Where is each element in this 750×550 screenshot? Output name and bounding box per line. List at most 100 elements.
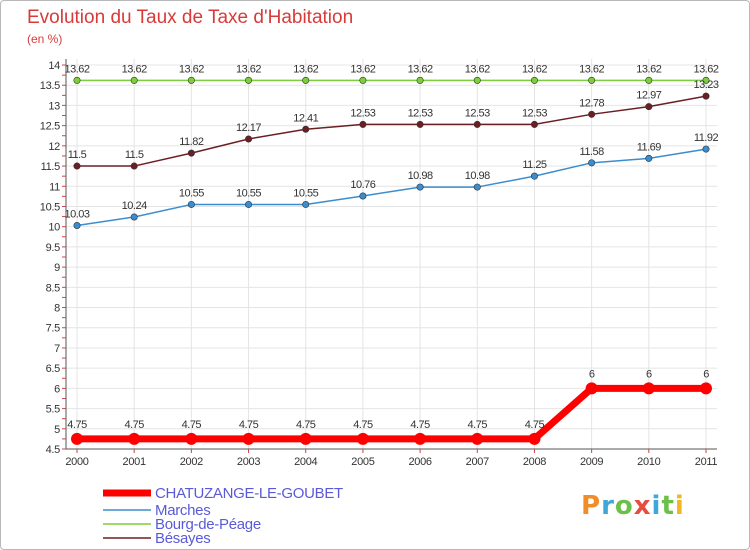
- chart-axes: 4.5 5 5.5 6 6.5 7 7.5 8 8.5 9 9.5 10 10.5 11 11.5 12 12.…: [40, 59, 718, 468]
- y-tick-label: 5: [54, 424, 60, 436]
- x-tick-label: 2005: [351, 456, 374, 468]
- logo-letter: i: [651, 491, 662, 521]
- data-label: 13.62: [236, 63, 261, 75]
- data-label: 13.62: [293, 63, 318, 75]
- data-point: [530, 76, 538, 84]
- data-label: 12.53: [408, 107, 433, 119]
- data-label: 11.69: [637, 141, 662, 153]
- y-tick-label: 11: [49, 181, 60, 193]
- logo-letter: t: [661, 491, 675, 521]
- chart-subtitle: (en %): [27, 32, 63, 46]
- data-point: [187, 76, 195, 84]
- data-point: [473, 120, 481, 128]
- x-tick-label: 2010: [637, 456, 660, 468]
- series-line: [76, 95, 707, 167]
- data-point: [471, 432, 484, 445]
- x-tick-label: 2006: [408, 456, 431, 468]
- y-tick-label: 7.5: [46, 323, 61, 335]
- data-label: 10.24: [122, 200, 147, 212]
- data-label: 10.55: [179, 187, 204, 199]
- y-tick-label: 10: [48, 222, 60, 234]
- data-point: [73, 221, 81, 229]
- data-label: 12.78: [579, 97, 604, 109]
- data-point: [702, 92, 710, 100]
- data-point: [130, 162, 138, 170]
- data-label: 4.75: [296, 419, 316, 431]
- data-point: [187, 149, 195, 157]
- data-point: [359, 120, 367, 128]
- data-label: 13.62: [522, 63, 547, 75]
- data-label: 10.55: [236, 187, 261, 199]
- series-chatuzange-le-goubet: [71, 382, 712, 445]
- data-label: 6: [646, 368, 652, 380]
- data-label: 12.53: [522, 107, 547, 119]
- data-point: [473, 183, 481, 191]
- data-label: 10.98: [408, 170, 433, 182]
- data-point: [185, 432, 198, 445]
- data-label: 10.76: [350, 179, 375, 191]
- y-tick-label: 12.5: [40, 121, 60, 133]
- data-point: [416, 120, 424, 128]
- data-label: 10.03: [64, 208, 89, 220]
- data-point: [299, 432, 312, 445]
- series-marches: [73, 145, 710, 229]
- x-tick-label: 2002: [180, 456, 203, 468]
- data-label: 4.75: [525, 419, 545, 431]
- data-label: 13.62: [693, 63, 718, 75]
- logo-letter: x: [633, 491, 652, 521]
- data-point: [645, 103, 653, 111]
- x-tick-label: 2001: [123, 456, 146, 468]
- data-point: [528, 432, 541, 445]
- y-tick-label: 5.5: [46, 404, 61, 416]
- data-point: [128, 432, 141, 445]
- y-tick-label: 12: [48, 141, 60, 153]
- data-label: 11.5: [68, 149, 87, 161]
- y-tick-label: 6: [54, 383, 60, 395]
- data-point: [302, 125, 310, 133]
- legend-label: Marches: [155, 502, 210, 519]
- data-point: [302, 76, 310, 84]
- data-label: 13.62: [408, 63, 433, 75]
- data-point: [71, 432, 83, 445]
- data-label: 11.58: [580, 146, 605, 158]
- data-point: [585, 382, 598, 395]
- data-label: 6: [589, 368, 595, 380]
- data-point: [700, 382, 712, 395]
- logo-letter: o: [614, 491, 634, 521]
- y-tick-label: 8: [54, 303, 60, 315]
- data-point: [588, 110, 596, 118]
- x-tick-label: 2003: [237, 456, 260, 468]
- y-tick-label: 9.5: [46, 242, 61, 254]
- data-label: 13.62: [64, 63, 89, 75]
- data-label: 4.75: [124, 419, 144, 431]
- y-tick-label: 14: [48, 60, 60, 72]
- data-label: 13.23: [693, 79, 718, 91]
- data-point: [242, 432, 255, 445]
- data-point: [645, 154, 653, 162]
- y-tick-label: 13.5: [40, 80, 60, 92]
- data-label: 11.25: [522, 159, 547, 171]
- y-tick-label: 10.5: [40, 201, 60, 213]
- data-label: 12.53: [350, 107, 375, 119]
- data-label: 12.53: [465, 107, 490, 119]
- data-label: 13.62: [122, 63, 147, 75]
- data-labels-layer: 4.75 4.75 4.75 4.75 4.75 4.75 4.75 4.75 4.75 6 6 6 1…: [64, 63, 719, 431]
- data-label: 4.75: [410, 419, 430, 431]
- y-tick-label: 11.5: [41, 161, 61, 173]
- legend-label: Bésayes: [155, 530, 210, 547]
- x-tick-label: 2007: [466, 456, 489, 468]
- data-point: [588, 159, 596, 167]
- data-label: 13.62: [350, 63, 375, 75]
- data-point: [530, 172, 538, 180]
- data-point: [187, 200, 195, 208]
- data-point: [245, 76, 253, 84]
- data-point: [130, 76, 138, 84]
- data-label: 4.75: [353, 419, 373, 431]
- logo-letter: r: [601, 491, 615, 521]
- data-point: [416, 76, 424, 84]
- data-label: 10.98: [465, 170, 490, 182]
- data-label: 13.62: [579, 63, 604, 75]
- data-point: [73, 76, 81, 84]
- legend-label: CHATUZANGE-LE-GOUBET: [155, 485, 343, 502]
